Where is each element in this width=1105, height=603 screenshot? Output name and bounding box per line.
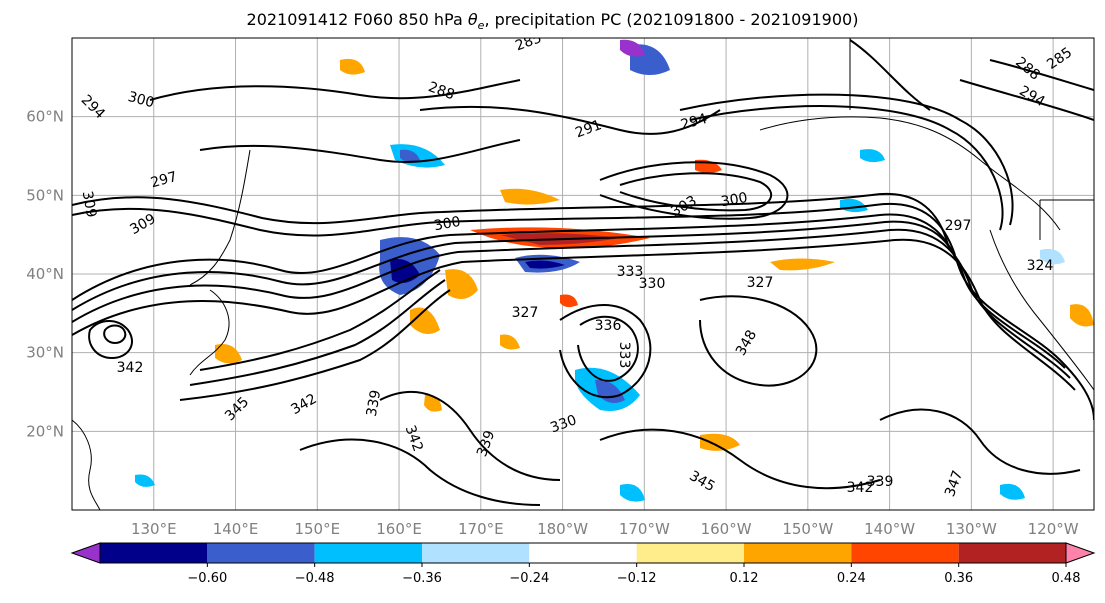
longitude-label: 180°W	[537, 520, 588, 538]
contour-label: 300	[720, 190, 749, 210]
colorbar-segment	[100, 543, 208, 563]
coastlines	[72, 38, 1094, 510]
colorbar-tick-label: −0.60	[187, 571, 227, 586]
colorbar: −0.60 −0.48 −0.36 −0.24 −0.12 0.12 0.24 0.36 0.4…	[70, 542, 1096, 586]
colorbar-segment	[422, 543, 530, 563]
contour-label: 300	[126, 89, 156, 111]
contour-label: 339	[364, 389, 384, 418]
colorbar-tick-label: −0.48	[295, 571, 335, 586]
contour-label: 333	[617, 264, 644, 280]
latitude-label: 30°N	[26, 344, 64, 362]
colorbar-segment	[636, 543, 744, 563]
colorbar-segment	[744, 543, 852, 563]
theta-e-contours	[72, 39, 1094, 506]
contour-label: 327	[512, 305, 539, 321]
contour-label: 300	[433, 214, 462, 234]
contour-label: 294	[679, 111, 709, 133]
longitude-label: 140°W	[864, 520, 915, 538]
longitude-label: 130°W	[946, 520, 997, 538]
colorbar-extend-low	[70, 542, 101, 564]
longitude-label: 160°E	[376, 520, 422, 538]
latitude-label: 60°N	[26, 108, 64, 126]
longitude-labels: 130°E 140°E 150°E 160°E 170°E 180°W 170°W 160°W…	[131, 520, 1079, 538]
contour-label: 309	[79, 190, 99, 219]
colorbar-tick-label: 0.12	[730, 571, 759, 586]
colorbar-segment	[958, 543, 1066, 563]
map-frame	[71, 37, 1095, 511]
contour-label: 324	[1027, 258, 1054, 274]
colorbar-tick-label: −0.36	[402, 571, 442, 586]
colorbar-extend-high	[1065, 542, 1096, 564]
contour-label: 339	[867, 474, 894, 490]
colorbar-tick-label: −0.12	[617, 571, 657, 586]
colorbar-frame	[99, 542, 1067, 564]
longitude-label: 140°E	[213, 520, 259, 538]
longitude-label: 130°E	[131, 520, 177, 538]
contour-label: 330	[639, 276, 666, 292]
longitude-label: 170°W	[619, 520, 670, 538]
latitude-label: 20°N	[26, 422, 64, 440]
colorbar-segment	[529, 543, 637, 563]
colorbar-segment	[207, 543, 315, 563]
longitude-label: 160°W	[701, 520, 752, 538]
colorbar-segment	[851, 543, 959, 563]
latitude-label: 50°N	[26, 186, 64, 204]
longitude-label: 120°W	[1028, 520, 1079, 538]
colorbar-segment	[314, 543, 422, 563]
plot-title: 2021091412 F060 850 hPa θe, precipitatio…	[246, 10, 859, 33]
colorbar-tick-label: 0.24	[837, 571, 866, 586]
contour-label: 297	[149, 169, 179, 191]
longitude-label: 150°E	[294, 520, 340, 538]
contour-label: 297	[945, 218, 972, 234]
colorbar-tick-label: −0.24	[509, 571, 549, 586]
colorbar-tick-label: 0.48	[1052, 571, 1081, 586]
contour-label: 342	[847, 480, 874, 496]
contour-label: 342	[117, 360, 144, 376]
contour-label: 333	[616, 342, 632, 369]
contour-label: 336	[595, 318, 622, 334]
latitude-label: 40°N	[26, 265, 64, 283]
contour-label: 327	[747, 275, 774, 291]
longitude-label: 170°E	[458, 520, 504, 538]
latitude-labels: 60°N 50°N 40°N 30°N 20°N	[26, 108, 64, 441]
longitude-label: 150°W	[782, 520, 833, 538]
colorbar-tick-label: 0.36	[944, 571, 973, 586]
